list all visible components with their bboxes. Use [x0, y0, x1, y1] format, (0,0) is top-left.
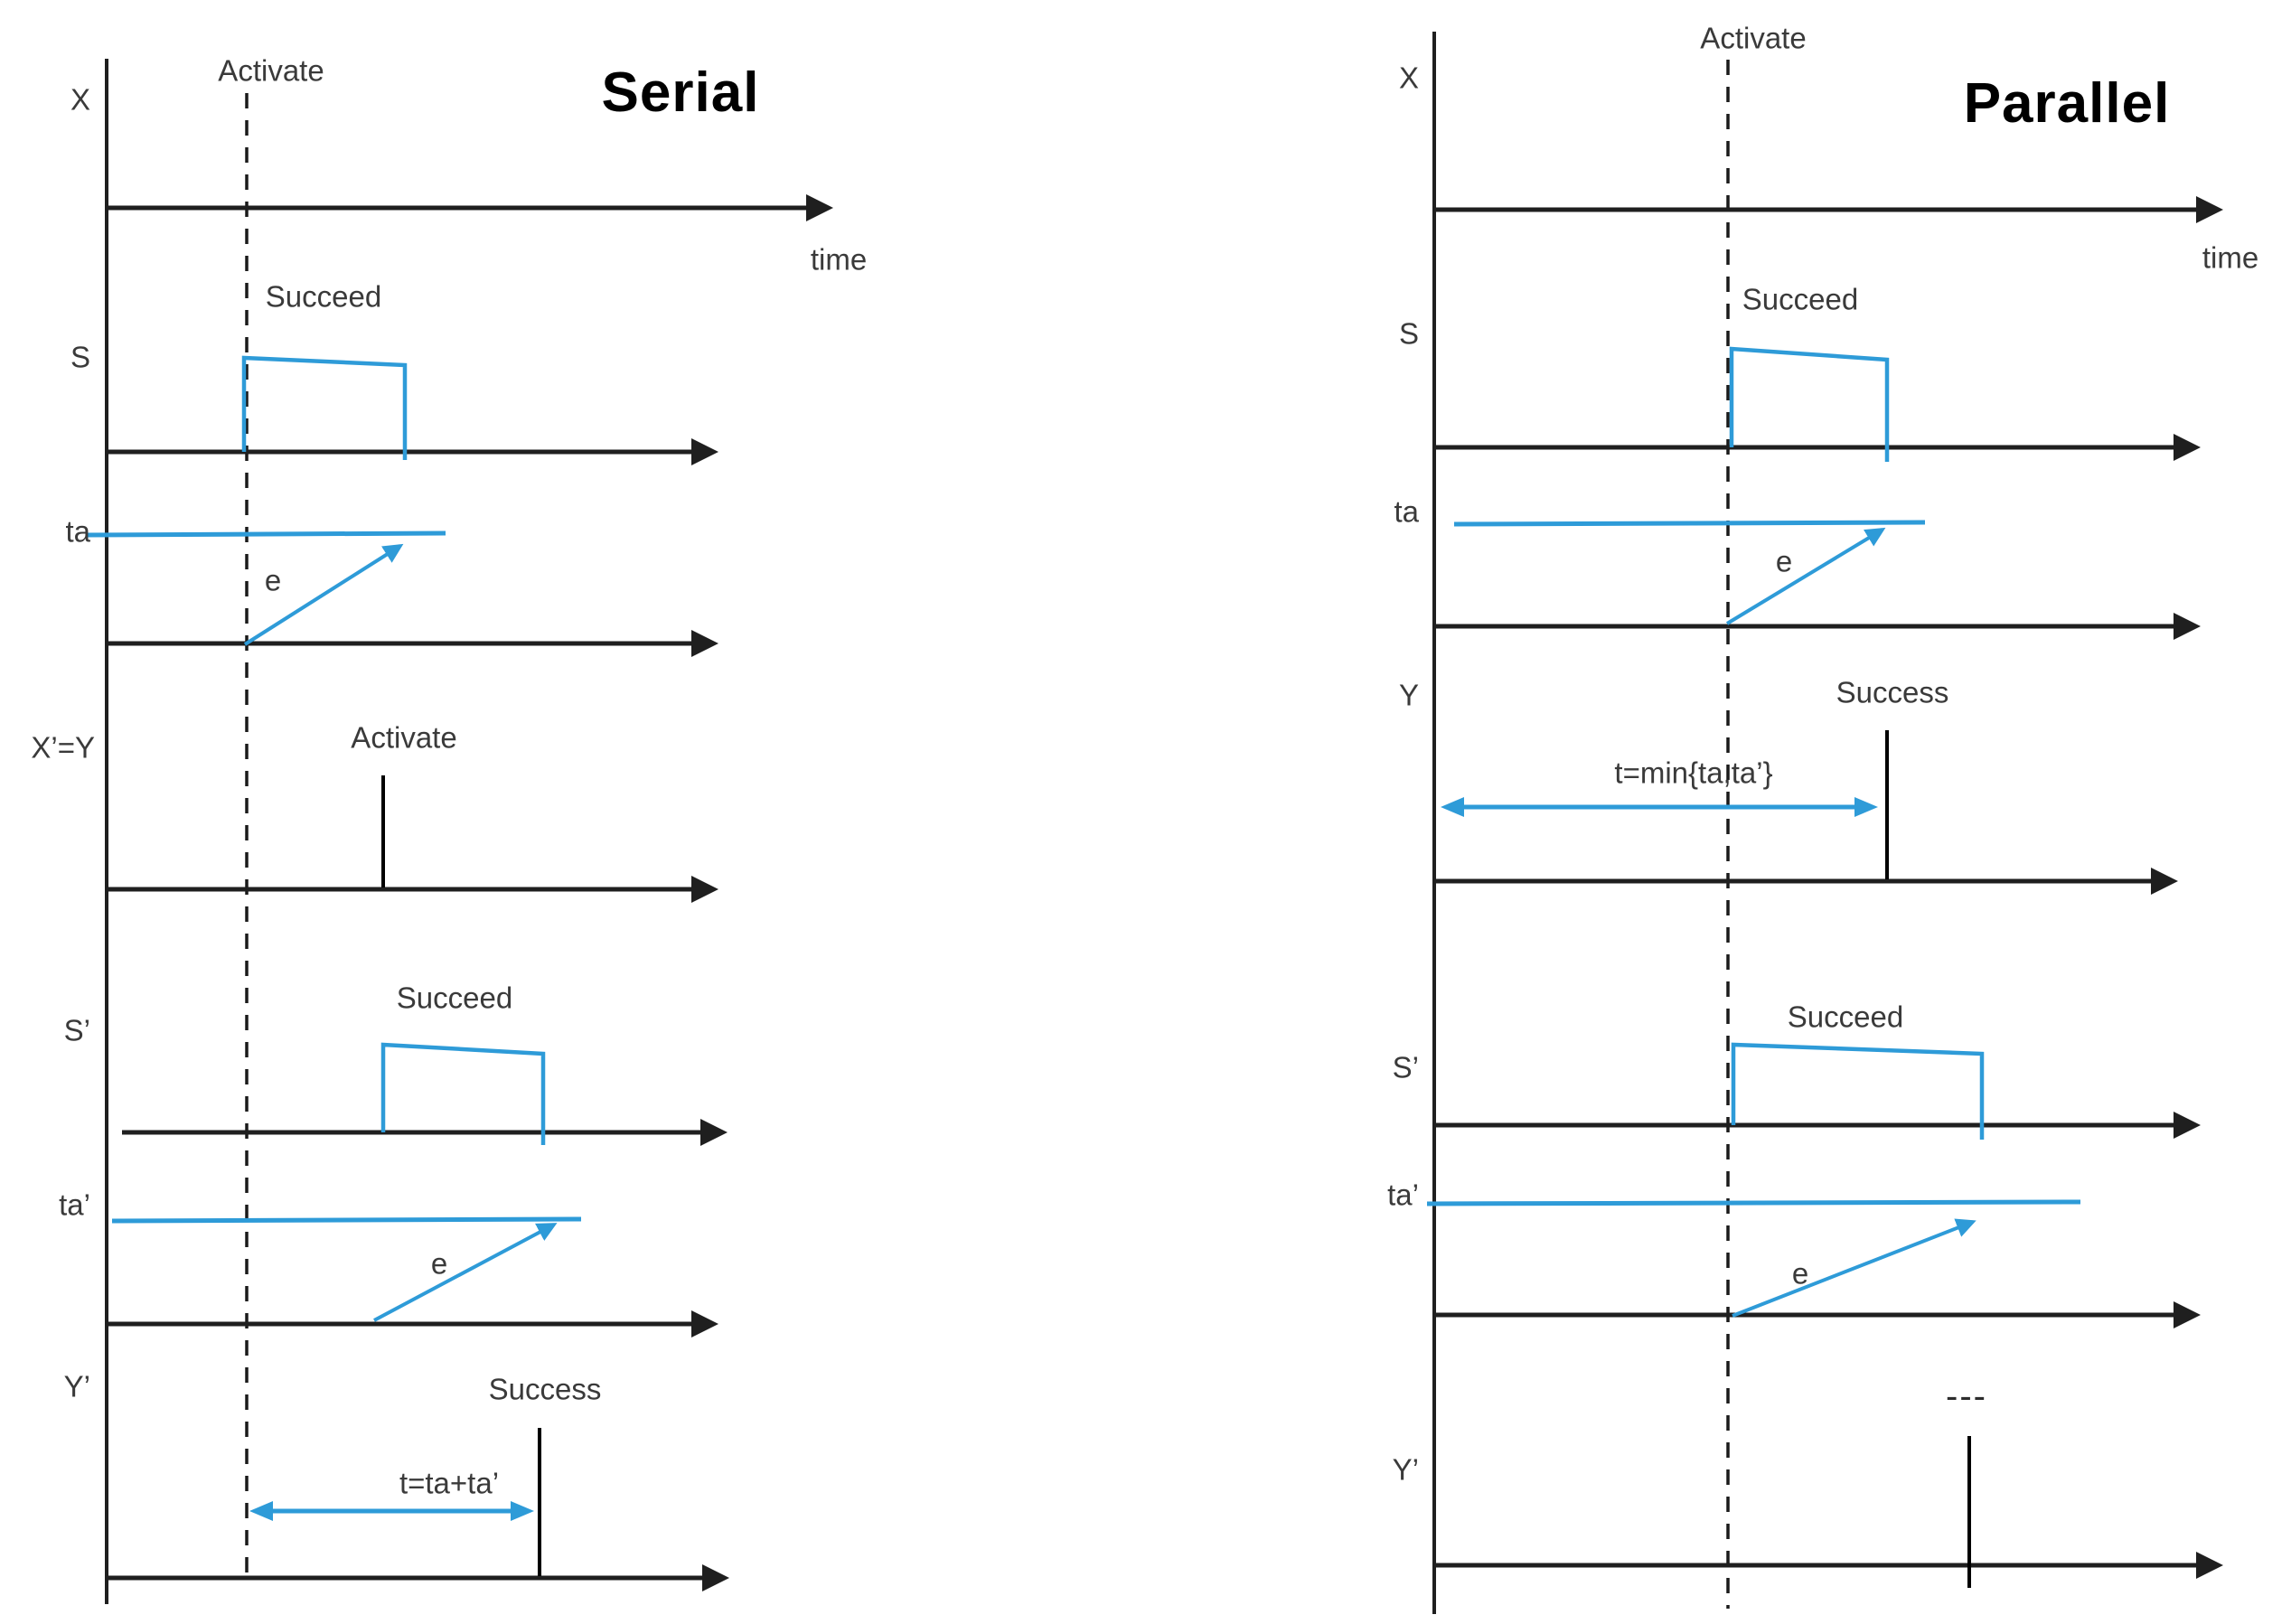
serial-duration-formula: t=ta+ta’	[399, 1466, 500, 1500]
serial-ta-e-label: e	[264, 563, 282, 597]
serial-ta-elapse-arrow	[243, 543, 404, 646]
parallel-diagram	[1426, 32, 2223, 1614]
parallel-ta2-e-label: e	[1791, 1256, 1809, 1291]
parallel-row-label-s2: S’	[1392, 1050, 1419, 1084]
serial-ta2-elapse-arrow	[373, 1223, 558, 1322]
serial-row-label-s: S	[70, 340, 90, 374]
parallel-duration-formula: t=min{ta,ta’}	[1614, 756, 1773, 790]
serial-activate-label: Activate	[218, 53, 324, 88]
serial-s-succeed-label: Succeed	[265, 279, 382, 314]
parallel-ta-e-label: e	[1775, 544, 1793, 578]
parallel-duration-arrow-left-head	[1441, 797, 1464, 817]
serial-s2-succeed-pulse	[380, 1042, 546, 1145]
serial-ta2-level-line	[111, 1216, 582, 1224]
serial-row-label-x: X	[70, 82, 90, 117]
serial-duration-arrow-left-head	[249, 1501, 273, 1521]
serial-s-succeed-pulse	[241, 355, 408, 460]
serial-duration-arrow	[249, 1501, 534, 1521]
parallel-ta-elapse-arrow	[1725, 527, 1886, 625]
parallel-title: Parallel	[1963, 72, 2171, 135]
serial-xy-activate-label: Activate	[351, 720, 457, 755]
parallel-s-succeed-pulse	[1729, 346, 1890, 462]
serial-s2-succeed-label: Succeed	[396, 981, 513, 1015]
serial-time-label: time	[810, 242, 868, 277]
serial-ta-level-line	[85, 530, 446, 538]
parallel-row-label-ta2: ta’	[1387, 1178, 1419, 1212]
serial-row-label-s2: S’	[63, 1013, 90, 1047]
serial-row-label-ta: ta	[65, 514, 90, 549]
parallel-duration-arrow	[1441, 797, 1878, 817]
parallel-y-success-label: Success	[1836, 675, 1949, 709]
parallel-y2-no-result-label: ---	[1946, 1376, 1987, 1416]
parallel-activate-label: Activate	[1700, 21, 1807, 55]
parallel-s2-succeed-pulse	[1731, 1042, 1985, 1140]
parallel-ta2-elapse-arrow	[1732, 1218, 1976, 1318]
serial-duration-arrow-right-head	[511, 1501, 534, 1521]
serial-row-label-y2: Y’	[63, 1369, 90, 1403]
serial-title: Serial	[601, 61, 760, 124]
parallel-row-label-y: Y	[1398, 678, 1419, 712]
parallel-row-label-s: S	[1398, 316, 1419, 351]
serial-y2-success-label: Success	[488, 1372, 602, 1406]
serial-ta2-e-label: e	[430, 1246, 448, 1281]
parallel-duration-arrow-right-head	[1854, 797, 1878, 817]
parallel-row-label-ta: ta	[1394, 494, 1419, 529]
serial-row-label-xy: X’=Y	[31, 730, 95, 765]
serial-row-label-ta2: ta’	[59, 1187, 90, 1222]
serial-diagram	[85, 59, 833, 1604]
parallel-s-succeed-label: Succeed	[1742, 282, 1859, 316]
parallel-ta2-level-line	[1426, 1199, 2081, 1206]
parallel-time-label: time	[2202, 240, 2259, 275]
parallel-ta-level-line	[1453, 520, 1926, 527]
parallel-row-label-y2: Y’	[1392, 1452, 1419, 1487]
parallel-row-label-x: X	[1398, 61, 1419, 95]
parallel-s2-succeed-label: Succeed	[1787, 1000, 1904, 1034]
